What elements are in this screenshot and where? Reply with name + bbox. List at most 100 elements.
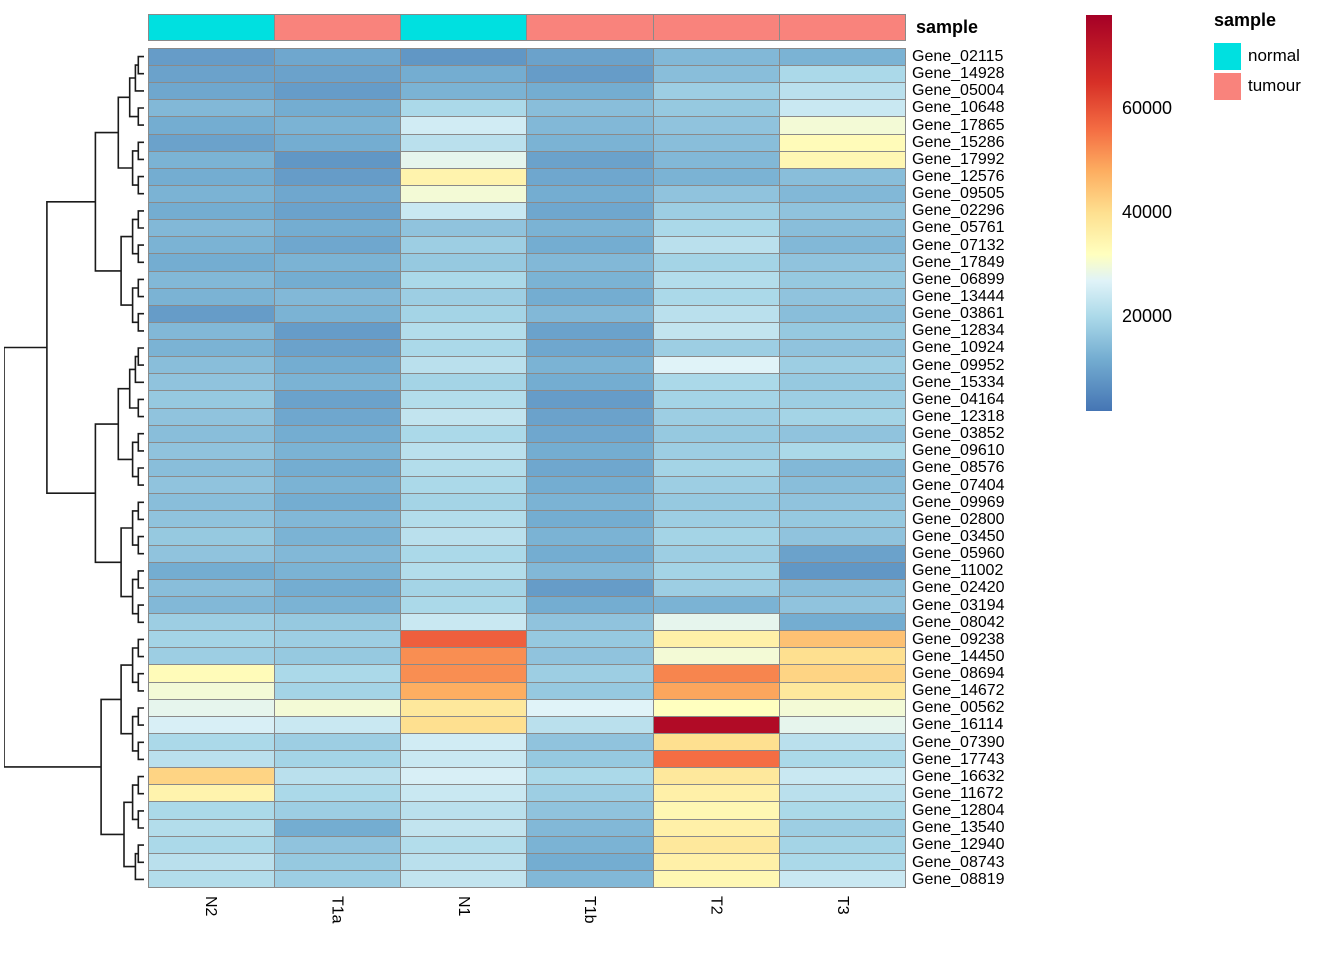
heatmap-cell xyxy=(401,802,527,819)
heatmap-cell xyxy=(653,305,779,322)
heatmap-cell xyxy=(653,168,779,185)
heatmap-cell xyxy=(779,288,905,305)
heatmap-cell xyxy=(401,459,527,476)
heatmap-cell xyxy=(275,545,401,562)
heatmap-cell xyxy=(653,271,779,288)
heatmap-cell xyxy=(779,545,905,562)
heatmap-cell xyxy=(401,49,527,66)
heatmap-cell xyxy=(149,220,275,237)
row-label: Gene_03194 xyxy=(912,596,1005,614)
heatmap-cell xyxy=(401,288,527,305)
row-label: Gene_11002 xyxy=(912,562,1004,580)
row-label: Gene_05960 xyxy=(912,545,1005,563)
heatmap-cell xyxy=(527,562,653,579)
heatmap-cell xyxy=(149,511,275,528)
row-label: Gene_08576 xyxy=(912,459,1005,477)
heatmap-cell xyxy=(149,494,275,511)
heatmap-cell xyxy=(527,151,653,168)
row-label: Gene_03861 xyxy=(912,305,1005,323)
heatmap-cell xyxy=(779,494,905,511)
heatmap-cell xyxy=(527,614,653,631)
legend-label: tumour xyxy=(1248,76,1301,95)
heatmap-cell xyxy=(653,374,779,391)
heatmap-cell xyxy=(275,836,401,853)
heatmap-cell xyxy=(653,151,779,168)
heatmap-cell xyxy=(527,699,653,716)
heatmap-cell xyxy=(527,254,653,271)
heatmap-cell xyxy=(149,425,275,442)
heatmap-cell xyxy=(779,562,905,579)
heatmap-cell xyxy=(527,66,653,83)
heatmap-cell xyxy=(527,870,653,887)
heatmap-cell xyxy=(401,836,527,853)
heatmap-cell xyxy=(653,185,779,202)
heatmap-cell xyxy=(527,288,653,305)
heatmap-cell xyxy=(653,49,779,66)
heatmap-cell xyxy=(401,648,527,665)
heatmap-cell xyxy=(149,802,275,819)
heatmap-cell xyxy=(149,596,275,613)
heatmap-cell xyxy=(149,716,275,733)
heatmap-cell xyxy=(401,151,527,168)
heatmap-cell xyxy=(401,83,527,100)
heatmap-cell xyxy=(527,733,653,750)
heatmap-cell xyxy=(275,733,401,750)
heatmap-cell xyxy=(401,408,527,425)
heatmap-cell xyxy=(149,733,275,750)
heatmap-cell xyxy=(653,100,779,117)
heatmap-cell xyxy=(275,785,401,802)
column-label-T1b: T1b xyxy=(581,896,599,924)
heatmap-cell xyxy=(401,853,527,870)
heatmap-cell xyxy=(401,477,527,494)
row-dendrogram xyxy=(4,55,144,881)
heatmap-cell xyxy=(401,254,527,271)
heatmap-cell xyxy=(779,374,905,391)
heatmap-cell xyxy=(401,682,527,699)
row-label: Gene_08819 xyxy=(912,870,1005,888)
heatmap-cell xyxy=(149,237,275,254)
heatmap-cell xyxy=(779,716,905,733)
heatmap-cell xyxy=(149,562,275,579)
heatmap-cell xyxy=(527,442,653,459)
heatmap-cell xyxy=(653,459,779,476)
heatmap-cell xyxy=(779,442,905,459)
heatmap-cell xyxy=(401,442,527,459)
heatmap-cell xyxy=(149,614,275,631)
legend-entries: normal tumour xyxy=(1214,41,1301,101)
row-label: Gene_16632 xyxy=(912,767,1005,785)
heatmap-cell xyxy=(149,631,275,648)
column-label-N2: N2 xyxy=(202,896,220,917)
annotation-cell-T3 xyxy=(779,15,905,40)
heatmap-cell xyxy=(779,511,905,528)
heatmap-cell xyxy=(149,271,275,288)
heatmap-cell xyxy=(653,66,779,83)
column-label-T3: T3 xyxy=(833,896,851,915)
heatmap-cell xyxy=(149,117,275,134)
heatmap-cell xyxy=(779,802,905,819)
heatmap-cell xyxy=(527,836,653,853)
heatmap-cell xyxy=(527,579,653,596)
row-label: Gene_00562 xyxy=(912,699,1005,717)
heatmap-cell xyxy=(653,665,779,682)
heatmap-cell xyxy=(401,66,527,83)
heatmap-cell xyxy=(149,768,275,785)
heatmap-cell xyxy=(401,322,527,339)
heatmap-cell xyxy=(149,579,275,596)
heatmap-cell xyxy=(527,751,653,768)
heatmap-cell xyxy=(401,733,527,750)
heatmap-cell xyxy=(527,665,653,682)
heatmap-cell xyxy=(779,579,905,596)
heatmap-cell xyxy=(779,151,905,168)
heatmap-cell xyxy=(275,237,401,254)
heatmap-cell xyxy=(653,220,779,237)
heatmap-cell xyxy=(149,785,275,802)
heatmap-cell xyxy=(275,648,401,665)
heatmap-cell xyxy=(401,305,527,322)
heatmap-cell xyxy=(275,374,401,391)
heatmap-cell xyxy=(779,49,905,66)
heatmap-cell xyxy=(401,271,527,288)
heatmap-cell xyxy=(653,134,779,151)
heatmap-cell xyxy=(653,716,779,733)
heatmap-cell xyxy=(779,203,905,220)
heatmap-cell xyxy=(401,100,527,117)
